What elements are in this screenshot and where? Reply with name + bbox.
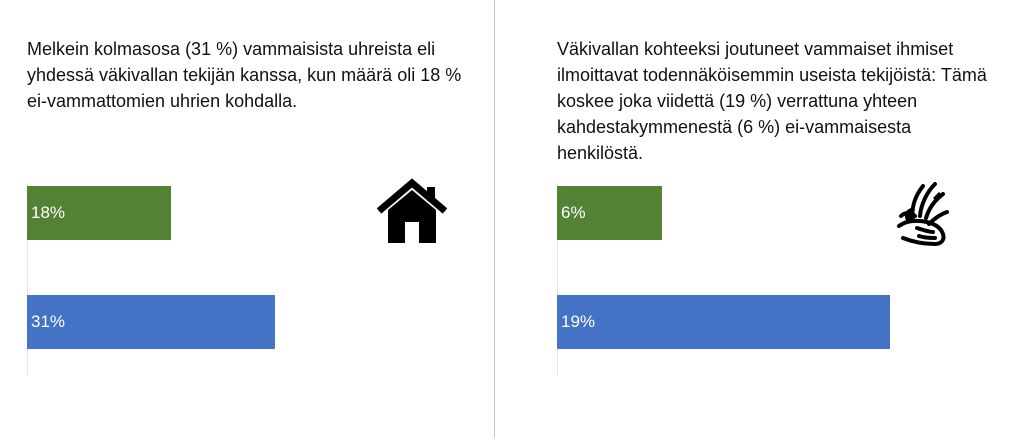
right-bar-label-2: 19%	[561, 312, 596, 331]
left-bar-2	[27, 295, 275, 349]
house-icon	[375, 178, 449, 244]
right-panel: Väkivallan kohteeksi joutuneet vammaiset…	[495, 0, 1024, 438]
right-caption: Väkivallan kohteeksi joutuneet vammaiset…	[557, 39, 987, 163]
right-axis-line	[557, 183, 558, 376]
left-panel: Melkein kolmasosa (31 %) vammaisista uhr…	[0, 0, 494, 438]
left-bar-1	[27, 186, 171, 240]
right-bar-label-1: 6%	[561, 203, 586, 222]
right-bar-2	[557, 295, 890, 349]
left-bar-label-2: 31%	[31, 312, 66, 331]
sign-language-hands-icon	[893, 176, 951, 248]
panel-divider	[494, 0, 495, 438]
left-bar-label-1: 18%	[31, 203, 66, 222]
right-bar-1	[557, 186, 662, 240]
left-caption: Melkein kolmasosa (31 %) vammaisista uhr…	[27, 39, 462, 111]
left-axis-line	[27, 183, 28, 376]
